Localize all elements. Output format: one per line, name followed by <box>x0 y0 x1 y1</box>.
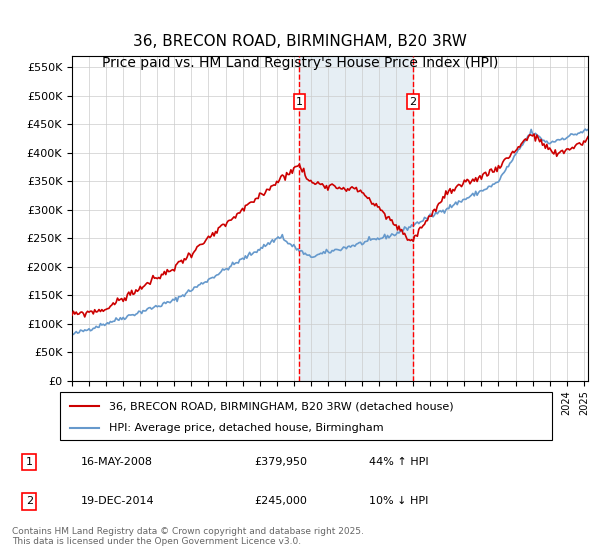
FancyBboxPatch shape <box>60 392 552 440</box>
Text: 2: 2 <box>410 96 417 106</box>
Text: 2: 2 <box>26 496 33 506</box>
Text: Contains HM Land Registry data © Crown copyright and database right 2025.
This d: Contains HM Land Registry data © Crown c… <box>12 526 364 546</box>
Text: 16-MAY-2008: 16-MAY-2008 <box>81 457 153 467</box>
Text: 36, BRECON ROAD, BIRMINGHAM, B20 3RW: 36, BRECON ROAD, BIRMINGHAM, B20 3RW <box>133 34 467 49</box>
Text: £379,950: £379,950 <box>254 457 307 467</box>
Text: £245,000: £245,000 <box>254 496 307 506</box>
Text: HPI: Average price, detached house, Birmingham: HPI: Average price, detached house, Birm… <box>109 423 384 433</box>
Text: 36, BRECON ROAD, BIRMINGHAM, B20 3RW (detached house): 36, BRECON ROAD, BIRMINGHAM, B20 3RW (de… <box>109 402 454 411</box>
Text: 1: 1 <box>296 96 303 106</box>
Text: 1: 1 <box>26 457 33 467</box>
Text: 44% ↑ HPI: 44% ↑ HPI <box>369 457 429 467</box>
Text: 10% ↓ HPI: 10% ↓ HPI <box>369 496 428 506</box>
Text: Price paid vs. HM Land Registry's House Price Index (HPI): Price paid vs. HM Land Registry's House … <box>102 56 498 70</box>
Text: 19-DEC-2014: 19-DEC-2014 <box>81 496 155 506</box>
Bar <box>299 56 413 381</box>
